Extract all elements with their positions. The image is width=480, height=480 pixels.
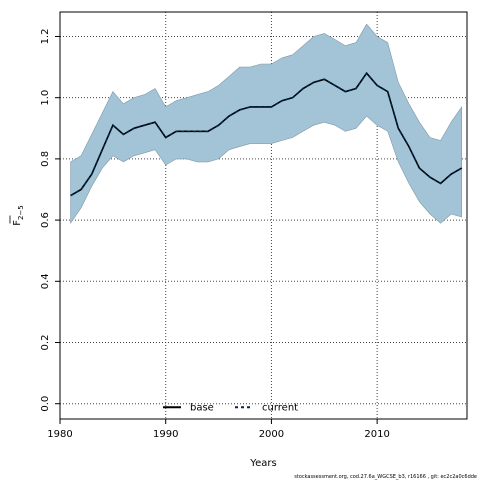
y-tick-label-0.4: 0.4 bbox=[40, 273, 51, 289]
y-axis-title-subscript: 2−5 bbox=[17, 205, 25, 220]
plot-frame bbox=[59, 11, 468, 420]
x-tick-label-2010: 2010 bbox=[364, 429, 389, 440]
y-axis: 0.0 0.2 0.4 0.6 0.8 1.0 1.2 bbox=[40, 29, 60, 412]
series-layer bbox=[70, 71, 463, 197]
x-axis-title: Years bbox=[249, 458, 276, 469]
x-tick-label-2000: 2000 bbox=[259, 429, 284, 440]
confidence-band bbox=[70, 23, 462, 225]
x-tick-label-1990: 1990 bbox=[153, 429, 178, 440]
y-tick-label-1.2: 1.2 bbox=[40, 29, 51, 45]
y-tick-label-1.0: 1.0 bbox=[40, 90, 51, 106]
y-tick-label-0.0: 0.0 bbox=[40, 396, 51, 412]
legend-label-current: current bbox=[262, 403, 298, 414]
x-axis: 1980 1990 2000 2010 bbox=[47, 419, 390, 440]
y-axis-title-main: F bbox=[12, 220, 23, 226]
footer-credit: stockassessment.org, cod.27.6a_WGCSE_b3,… bbox=[294, 474, 477, 480]
svg-text:F2−5: F2−5 bbox=[12, 205, 25, 226]
x-tick-label-1980: 1980 bbox=[47, 429, 72, 440]
y-tick-label-0.6: 0.6 bbox=[40, 212, 51, 228]
legend: base current bbox=[163, 403, 298, 414]
y-tick-label-0.8: 0.8 bbox=[40, 151, 51, 167]
confidence-band-layer bbox=[70, 23, 462, 225]
series-line-current bbox=[70, 71, 463, 197]
y-tick-label-0.2: 0.2 bbox=[40, 335, 51, 351]
legend-label-base: base bbox=[190, 403, 214, 414]
y-axis-title: F2−5 bbox=[9, 205, 25, 226]
